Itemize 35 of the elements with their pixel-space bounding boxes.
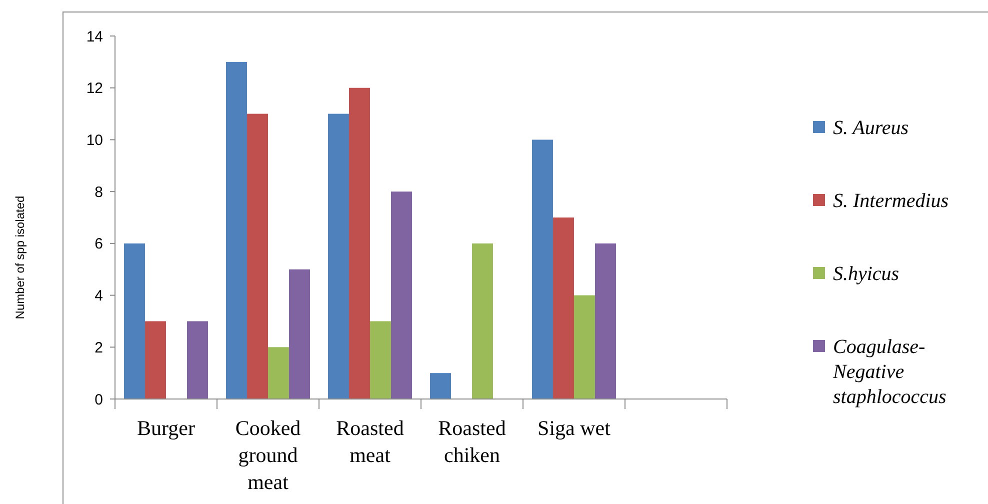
bar [553,218,574,399]
y-tick-label: 12 [86,80,103,98]
x-tick-label: Burger [137,416,195,440]
bar [532,140,553,399]
legend-label: S. Intermedius [833,190,949,212]
x-tick-label: Roasted meat [336,416,404,467]
y-tick-label: 6 [94,236,103,253]
bar [370,321,391,399]
bar [226,62,247,399]
y-tick-label: 2 [94,339,103,356]
bar [430,373,451,399]
x-tick-label: Siga wet [538,416,611,440]
bar [595,243,616,399]
legend-label: S. Aureus [833,117,909,139]
bar [472,243,493,399]
y-tick-label: 4 [94,288,103,305]
x-tick-label: Roasted chiken [438,416,506,467]
bar [574,295,595,399]
bar [247,114,268,399]
bar [391,192,412,399]
y-tick-label: 14 [86,28,103,46]
x-tick-label: Cooked ground meat [235,416,302,494]
y-tick-label: 10 [86,132,103,149]
bar [328,114,349,399]
bar [187,321,208,399]
y-tick-label: 0 [94,391,103,408]
bar [349,88,370,399]
bar [124,243,145,399]
legend-label: S.hyicus [833,263,900,285]
y-tick-label: 8 [94,184,103,201]
bar [289,269,310,399]
bar [145,321,166,399]
y-axis-title: Number of spp isolated [13,196,27,320]
legend-label: Coagulase-Negative staphlococcus [832,336,947,408]
bar [268,347,289,399]
